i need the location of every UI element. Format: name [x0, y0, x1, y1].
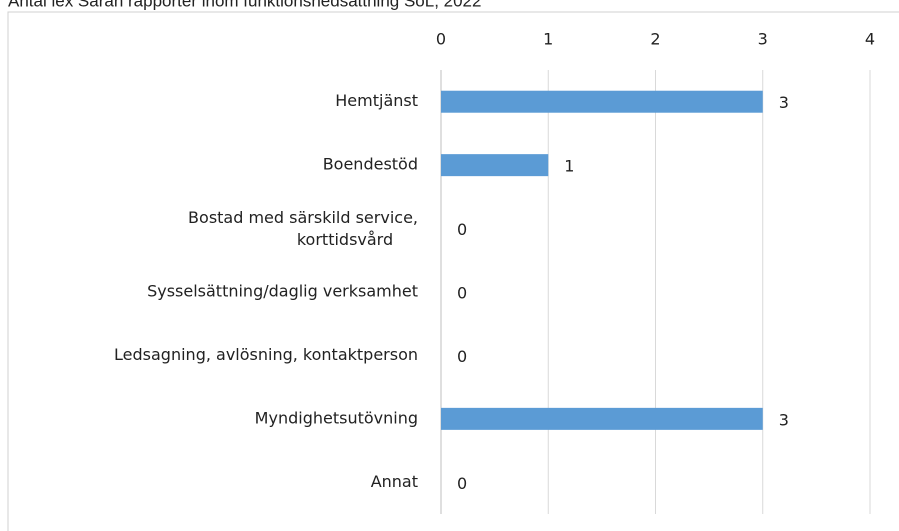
x-tick-label: 3 [758, 30, 768, 49]
data-label: 0 [457, 474, 467, 493]
bar [441, 90, 763, 113]
y-tick-label: Ledsagning, avlösning, kontaktperson [114, 345, 418, 364]
x-tick-label: 4 [865, 30, 875, 49]
y-tick-label: Bostad med särskild service, korttidsvård [188, 208, 418, 249]
chart-frame [7, 11, 899, 531]
y-tick-label: Sysselsättning/daglig verksamhet [147, 282, 418, 301]
data-label: 0 [457, 347, 467, 366]
y-tick-label: Myndighetsutövning [255, 408, 418, 427]
data-label: 3 [779, 93, 789, 112]
data-label: 1 [564, 157, 574, 176]
x-tick-label: 1 [543, 30, 553, 49]
x-tick-label: 2 [650, 30, 660, 49]
x-tick-label: 0 [436, 30, 446, 49]
chart-title: Antal lex Sarah rapporter inom funktions… [8, 0, 481, 10]
bar [441, 154, 549, 177]
data-label: 0 [457, 284, 467, 303]
data-label: 0 [457, 220, 467, 239]
y-tick-label: Boendestöd [323, 155, 418, 174]
y-tick-label: Hemtjänst [335, 91, 418, 110]
data-label: 3 [779, 410, 789, 429]
y-tick-label: Annat [371, 472, 418, 491]
bar [441, 407, 763, 430]
